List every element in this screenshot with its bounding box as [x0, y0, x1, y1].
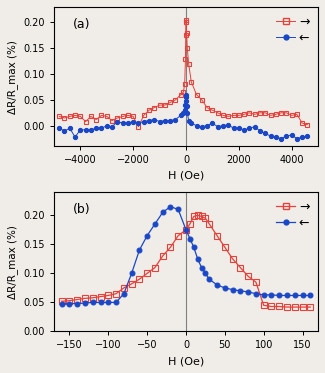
Text: (a): (a) — [72, 18, 90, 31]
X-axis label: H (Oe): H (Oe) — [168, 171, 204, 181]
Y-axis label: ΔR/R_max (%): ΔR/R_max (%) — [7, 40, 18, 114]
Legend: →, ←: →, ← — [274, 13, 312, 47]
Y-axis label: ΔR/R_max (%): ΔR/R_max (%) — [7, 225, 18, 299]
X-axis label: H (Oe): H (Oe) — [168, 356, 204, 366]
Legend: →, ←: →, ← — [274, 198, 312, 232]
Text: (b): (b) — [72, 203, 90, 216]
